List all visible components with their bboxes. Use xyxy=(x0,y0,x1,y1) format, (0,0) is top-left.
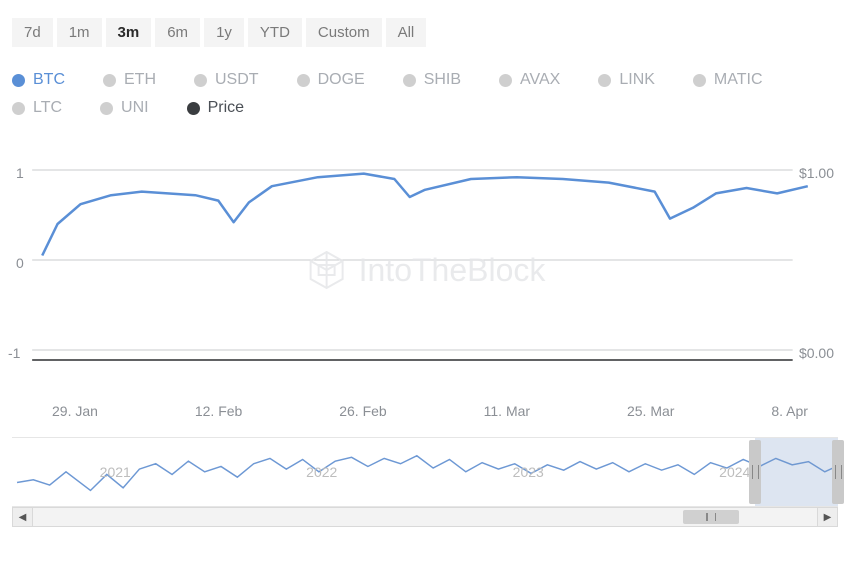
timeframe-custom[interactable]: Custom xyxy=(306,18,382,47)
legend-label: USDT xyxy=(215,71,259,89)
scrollbar-thumb[interactable] xyxy=(683,510,739,524)
x-axis: 29. Jan 12. Feb 26. Feb 11. Mar 25. Mar 8. Ap… xyxy=(12,395,838,419)
navigator-handle-left[interactable] xyxy=(749,440,761,504)
navigator-chart[interactable]: 2021202220232024 xyxy=(12,437,838,507)
legend-dot-icon xyxy=(403,74,416,87)
legend-item-link[interactable]: LINK xyxy=(598,71,655,89)
legend-label: BTC xyxy=(33,71,65,89)
timeframe-ytd[interactable]: YTD xyxy=(248,18,302,47)
legend-item-ltc[interactable]: LTC xyxy=(12,99,62,117)
y-right-tick: $1.00 xyxy=(799,165,834,181)
navigator-svg xyxy=(12,438,838,506)
navigator-selection[interactable] xyxy=(755,438,838,506)
timeframe-3m[interactable]: 3m xyxy=(106,18,152,47)
legend-item-usdt[interactable]: USDT xyxy=(194,71,259,89)
legend-item-btc[interactable]: BTC xyxy=(12,71,65,89)
y-left-tick: 0 xyxy=(16,255,24,271)
timeframe-1m[interactable]: 1m xyxy=(57,18,102,47)
legend-dot-icon xyxy=(499,74,512,87)
legend-dot-icon xyxy=(598,74,611,87)
legend-dot-icon xyxy=(12,74,25,87)
legend-label: MATIC xyxy=(714,71,763,89)
timeframe-6m[interactable]: 6m xyxy=(155,18,200,47)
y-left-tick: 1 xyxy=(16,165,24,181)
legend-item-shib[interactable]: SHIB xyxy=(403,71,461,89)
legend-label: Price xyxy=(208,99,244,117)
timeframe-1y[interactable]: 1y xyxy=(204,18,244,47)
legend-item-uni[interactable]: UNI xyxy=(100,99,149,117)
timeframe-all[interactable]: All xyxy=(386,18,427,47)
x-tick: 11. Mar xyxy=(484,403,530,419)
scroll-left-button[interactable]: ◀ xyxy=(13,508,33,526)
scrollbar-track[interactable] xyxy=(33,508,817,526)
legend-item-doge[interactable]: DOGE xyxy=(297,71,365,89)
legend-dot-icon xyxy=(12,102,25,115)
legend-label: UNI xyxy=(121,99,149,117)
legend-dot-icon xyxy=(103,74,116,87)
y-left-tick: -1 xyxy=(8,345,20,361)
x-tick: 12. Feb xyxy=(195,403,242,419)
legend-label: ETH xyxy=(124,71,156,89)
horizontal-scrollbar[interactable]: ◀ ▶ xyxy=(12,507,838,527)
navigator-handle-right[interactable] xyxy=(832,440,844,504)
legend-label: LTC xyxy=(33,99,62,117)
scroll-right-button[interactable]: ▶ xyxy=(817,508,837,526)
legend-label: SHIB xyxy=(424,71,461,89)
x-tick: 26. Feb xyxy=(339,403,386,419)
legend-dot-icon xyxy=(297,74,310,87)
legend-item-price[interactable]: Price xyxy=(187,99,244,117)
x-tick: 29. Jan xyxy=(52,403,98,419)
legend-dot-icon xyxy=(187,102,200,115)
legend-label: LINK xyxy=(619,71,655,89)
y-right-tick: $0.00 xyxy=(799,345,834,361)
legend-label: AVAX xyxy=(520,71,560,89)
legend-item-avax[interactable]: AVAX xyxy=(499,71,560,89)
legend-dot-icon xyxy=(194,74,207,87)
legend-label: DOGE xyxy=(318,71,365,89)
timeframe-7d[interactable]: 7d xyxy=(12,18,53,47)
legend-item-matic[interactable]: MATIC xyxy=(693,71,763,89)
chart-svg xyxy=(12,145,838,395)
timeframe-selector: 7d1m3m6m1yYTDCustomAll xyxy=(12,18,838,47)
legend-dot-icon xyxy=(100,102,113,115)
main-chart: 1 0 -1 $1.00 $0.00 IntoTheBlock xyxy=(12,145,838,395)
x-tick: 25. Mar xyxy=(627,403,674,419)
series-legend: BTC ETH USDT DOGE SHIB AVAX LINK MATIC LTC UNI Pri… xyxy=(12,71,838,127)
legend-dot-icon xyxy=(693,74,706,87)
x-tick: 8. Apr xyxy=(771,403,808,419)
legend-item-eth[interactable]: ETH xyxy=(103,71,156,89)
